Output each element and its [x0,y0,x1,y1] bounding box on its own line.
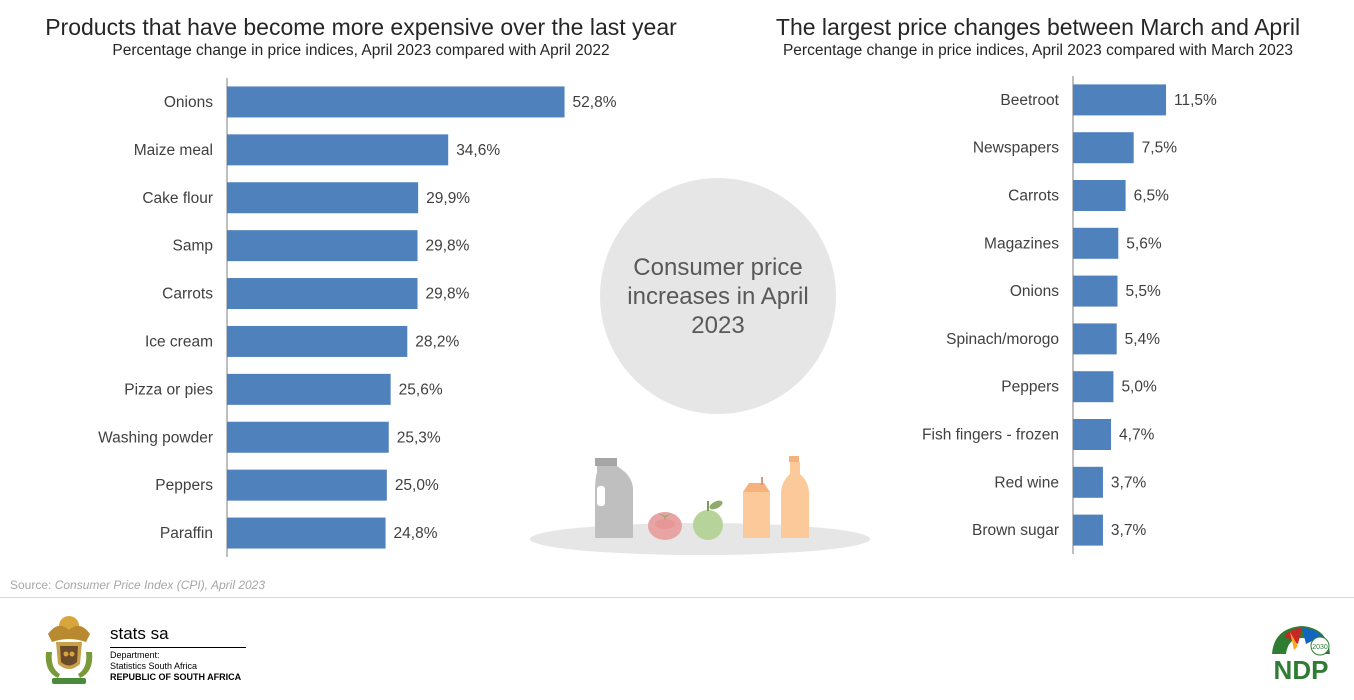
category-label: Fish fingers - frozen [922,427,1059,444]
bar [227,134,449,166]
bar [1073,371,1114,403]
category-label: Red wine [994,474,1059,491]
stats-sa-rule [110,647,246,648]
bar [1073,466,1103,498]
department-line-2: Statistics South Africa [110,661,198,671]
category-label: Newspapers [973,140,1059,157]
category-label: Samp [173,238,214,255]
value-label: 29,8% [426,238,470,255]
category-label: Washing powder [98,429,213,446]
bar [227,86,565,118]
coat-of-arms-icon [45,616,93,684]
bar [227,325,408,357]
footer-divider [0,597,1354,598]
category-label: Brown sugar [972,522,1059,539]
bar [227,421,389,453]
value-label: 25,0% [395,477,439,494]
department-line-1: Department: [110,650,160,660]
category-label: Onions [1010,283,1059,300]
bar [227,278,418,310]
source-prefix: Source: [10,578,55,592]
bar [1073,227,1119,259]
center-text: Consumer price increases in April 2023 [627,253,809,339]
bar [1073,132,1134,164]
category-label: Onions [164,94,213,111]
value-label: 7,5% [1142,140,1178,157]
right-chart-subtitle: Percentage change in price indices, Apri… [782,42,1294,59]
bar [227,517,386,549]
source-title: Consumer Price Index (CPI), April 2023 [54,578,266,592]
category-label: Carrots [162,286,213,303]
tomato-icon [648,512,682,540]
category-label: Beetroot [1000,92,1059,109]
bar [1073,180,1126,211]
department-line-3: REPUBLIC OF SOUTH AFRICA [110,672,242,682]
category-label: Pizza or pies [124,381,213,398]
category-label: Maize meal [134,142,213,159]
stats-sa-wordmark: stats sa [110,624,169,643]
right-chart-title: The largest price changes between March … [775,14,1301,40]
bar [1073,323,1117,355]
value-label: 4,7% [1119,427,1155,444]
apple-icon [693,500,723,540]
value-label: 5,4% [1125,331,1161,348]
value-label: 25,3% [397,429,441,446]
value-label: 11,5% [1174,92,1217,109]
category-label: Carrots [1008,188,1059,205]
ndp-2030-logo: 2030 NDP [1272,626,1330,682]
bottle-icon [781,456,809,538]
bar [1073,419,1112,450]
left-chart-subtitle: Percentage change in price indices, Apri… [112,42,610,59]
value-label: 5,6% [1126,235,1162,252]
bar [227,182,419,214]
bar [1073,514,1103,546]
bar [227,373,391,405]
grocery-illustration [530,456,870,555]
ndp-text: NDP [1274,655,1329,682]
value-label: 6,5% [1134,188,1170,205]
center-circle: Consumer price increases in April 2023 [600,178,836,414]
value-label: 34,6% [456,142,500,159]
value-label: 5,5% [1125,283,1161,300]
value-label: 29,8% [426,286,470,303]
value-label: 5,0% [1121,379,1157,396]
value-label: 3,7% [1111,474,1147,491]
category-label: Peppers [155,477,213,494]
source-note: Source: Consumer Price Index (CPI), Apri… [10,578,265,592]
value-label: 29,9% [426,190,470,207]
category-label: Ice cream [145,333,213,350]
bar [1073,84,1167,116]
left-chart-title: Products that have become more expensive… [45,14,677,40]
value-label: 28,2% [415,333,459,350]
category-label: Spinach/morogo [946,331,1059,348]
bar [1073,275,1118,307]
value-label: 25,6% [399,381,443,398]
value-label: 3,7% [1111,522,1147,539]
value-label: 52,8% [573,94,617,111]
jug-icon [595,458,633,538]
category-label: Peppers [1001,379,1059,396]
category-label: Magazines [984,235,1059,252]
category-label: Paraffin [160,525,213,542]
category-label: Cake flour [142,190,213,207]
value-label: 24,8% [394,525,438,542]
bar [227,230,418,262]
ndp-year: 2030 [1312,644,1328,651]
juice-carton-icon [743,477,770,538]
bar [227,469,387,501]
